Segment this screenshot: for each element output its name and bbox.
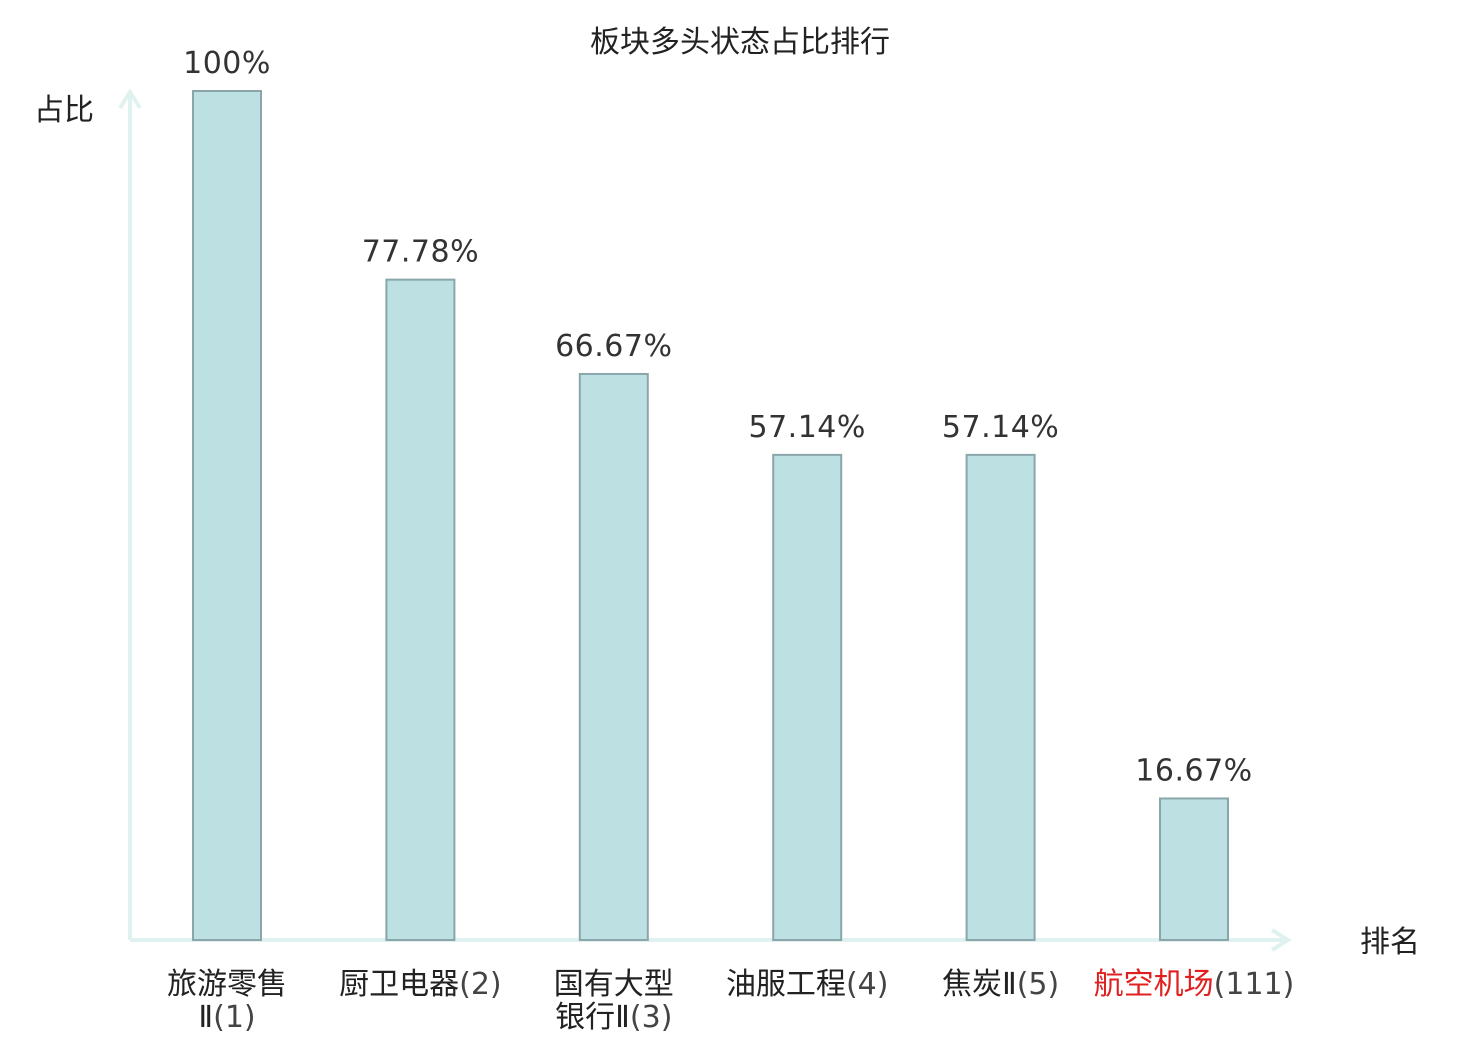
bar-value-label: 77.78% bbox=[362, 235, 479, 270]
bar-value-label: 66.67% bbox=[555, 329, 672, 364]
category-label: 厨卫电器(2) bbox=[339, 967, 502, 1002]
bar bbox=[385, 278, 456, 941]
category-label-line: 银行Ⅱ bbox=[555, 1000, 630, 1035]
category-labels: 旅游零售 Ⅱ(1) 厨卫电器(2) 国有大型银行Ⅱ(3) 油服工程(4) 焦炭Ⅱ(5) 航空… bbox=[167, 967, 1294, 1035]
bar-value-label: 16.67% bbox=[1135, 753, 1252, 788]
bar-value-label: 57.14% bbox=[749, 410, 866, 445]
category-label: 旅游零售 Ⅱ(1) bbox=[167, 967, 287, 1035]
category-label-line: 厨卫电器 bbox=[339, 967, 459, 1002]
value-labels: 100% 77.78% 66.67% 57.14% 57.14% 16.67% bbox=[183, 46, 1252, 788]
category-rank: (4) bbox=[846, 967, 889, 1002]
bar bbox=[772, 453, 843, 941]
category-label-line: 旅游零售 bbox=[167, 967, 287, 1002]
bar-value-label: 100% bbox=[183, 46, 271, 81]
category-label: 油服工程(4) bbox=[726, 967, 889, 1002]
chart-title: 板块多头状态占比排行 bbox=[590, 25, 890, 60]
category-rank: (3) bbox=[630, 1000, 673, 1035]
category-label: 航空机场(111) bbox=[1094, 967, 1295, 1002]
category-rank: (1) bbox=[213, 1000, 256, 1035]
category-rank: (5) bbox=[1017, 967, 1060, 1002]
bar bbox=[1159, 797, 1229, 941]
category-label-line: 焦炭Ⅱ bbox=[942, 967, 1017, 1002]
category-rank: (2) bbox=[459, 967, 502, 1002]
category-label: 国有大型银行Ⅱ(3) bbox=[554, 967, 674, 1035]
category-rank: (111) bbox=[1214, 967, 1295, 1002]
x-axis-arrow-icon bbox=[1270, 928, 1292, 952]
category-label-line: 航空机场 bbox=[1094, 967, 1214, 1002]
category-label: 焦炭Ⅱ(5) bbox=[942, 967, 1059, 1002]
y-axis-label: 占比 bbox=[34, 93, 94, 128]
category-label-line: Ⅱ bbox=[198, 1000, 213, 1035]
category-label-line: 国有大型 bbox=[554, 967, 674, 1002]
bar bbox=[192, 90, 262, 941]
y-axis-arrow-icon bbox=[118, 88, 142, 110]
bars bbox=[192, 90, 1229, 942]
bar bbox=[578, 372, 649, 942]
category-label-line: 油服工程 bbox=[726, 967, 846, 1002]
bar-value-label: 57.14% bbox=[942, 410, 1059, 445]
bar bbox=[965, 453, 1036, 941]
axes bbox=[118, 88, 1292, 952]
x-axis-label: 排名 bbox=[1360, 925, 1420, 960]
